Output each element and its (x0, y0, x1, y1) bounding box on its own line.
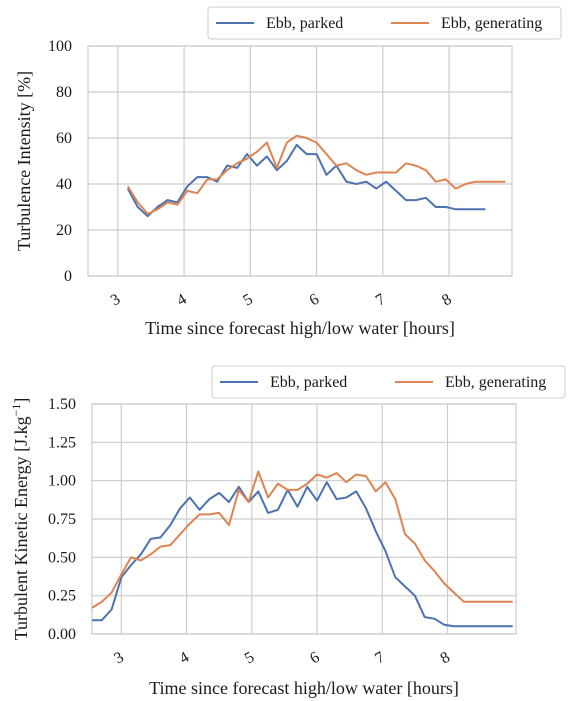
ytick-label: 0.00 (48, 626, 76, 643)
legend-bottom-box (211, 365, 566, 399)
legend-top: Ebb, parked Ebb, generating (207, 6, 562, 40)
legend-bottom-generating-label: Ebb, generating (445, 374, 546, 391)
ytick-label: 0 (64, 268, 72, 285)
series-bottom (91, 470, 513, 628)
xtick-label: 7 (373, 291, 388, 310)
series-line-generating (126, 134, 506, 215)
xtick-label: 6 (307, 291, 322, 310)
ytick-label: 100 (48, 38, 72, 55)
series-line-parked (92, 481, 513, 628)
chart-turbulent-kinetic-energy: Ebb, parked Ebb, generating 0.00 0.25 0.50… (9, 365, 566, 698)
ytick-label: 40 (56, 176, 72, 193)
legend-bottom: Ebb, parked Ebb, generating (211, 365, 566, 399)
xlabel-top: Time since forecast high/low water [hour… (145, 318, 455, 338)
ylabel-bottom: Turbulent Kinetic Energy [J.kg−1] (9, 398, 31, 641)
chart-turbulence-intensity: Ebb, parked Ebb, generating 0 20 40 60 80 100… (14, 6, 562, 338)
plot-frame-top (87, 45, 513, 277)
yticks-bottom: 0.00 0.25 0.50 0.75 1.00 1.25 1.50 (48, 396, 76, 643)
legend-top-parked-label: Ebb, parked (266, 15, 343, 32)
xticks-bottom: 3 4 5 6 7 8 (111, 649, 453, 668)
legend-top-box (207, 6, 562, 40)
plot-frame-bottom (91, 403, 517, 635)
xtick-label: 4 (177, 649, 192, 668)
xtick-label: 3 (108, 291, 123, 310)
ytick-label: 0.25 (48, 588, 76, 605)
xtick-label: 8 (438, 649, 453, 668)
xtick-label: 6 (307, 649, 322, 668)
xtick-label: 4 (174, 291, 189, 310)
legend-bottom-parked-label: Ebb, parked (270, 374, 347, 391)
ytick-label: 0.75 (48, 511, 76, 528)
xtick-label: 7 (372, 649, 387, 668)
xtick-label: 5 (242, 649, 257, 668)
series-line-generating (91, 470, 513, 609)
ylabel-top: Turbulence Intensity [%] (14, 71, 34, 251)
xtick-label: 5 (240, 291, 255, 310)
xtick-label: 8 (439, 291, 454, 310)
ylabel-bottom-sup: −1 (9, 404, 23, 417)
ytick-label: 80 (56, 84, 72, 101)
ylabel-bottom-base: Turbulent Kinetic Energy [J.kg (11, 416, 31, 640)
series-line-parked (126, 143, 486, 218)
ylabel-bottom-end: ] (11, 398, 31, 404)
ytick-label: 1.00 (48, 473, 76, 490)
series-top (126, 134, 506, 218)
xticks-top: 3 4 5 6 7 8 (108, 291, 455, 310)
ytick-label: 60 (56, 130, 72, 147)
grid-bottom (92, 403, 516, 635)
legend-top-generating-label: Ebb, generating (441, 15, 542, 32)
ytick-label: 0.50 (48, 549, 76, 566)
ytick-label: 20 (56, 222, 72, 239)
yticks-top: 0 20 40 60 80 100 (48, 38, 72, 285)
grid-top (88, 45, 512, 277)
ytick-label: 1.25 (48, 434, 76, 451)
xlabel-bottom: Time since forecast high/low water [hour… (149, 678, 459, 698)
ytick-label: 1.50 (48, 396, 76, 413)
xtick-label: 3 (111, 649, 126, 668)
